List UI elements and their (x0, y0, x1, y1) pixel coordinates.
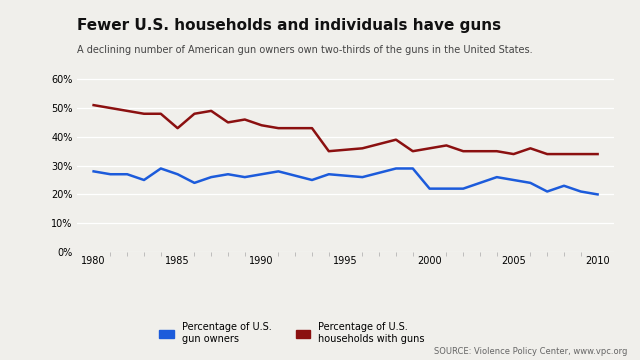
Text: A declining number of American gun owners own two-thirds of the guns in the Unit: A declining number of American gun owner… (77, 45, 532, 55)
Text: SOURCE: Violence Policy Center, www.vpc.org: SOURCE: Violence Policy Center, www.vpc.… (434, 347, 627, 356)
Legend: Percentage of U.S.
gun owners, Percentage of U.S.
households with guns: Percentage of U.S. gun owners, Percentag… (159, 323, 424, 344)
Text: Fewer U.S. households and individuals have guns: Fewer U.S. households and individuals ha… (77, 18, 501, 33)
